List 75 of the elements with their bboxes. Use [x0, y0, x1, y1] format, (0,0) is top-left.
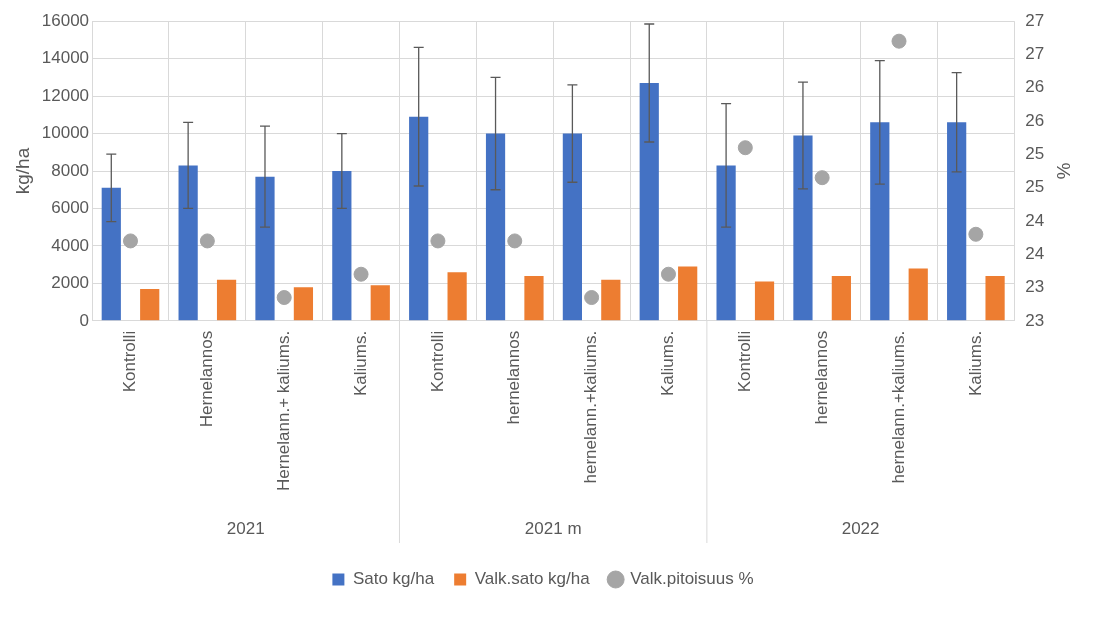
y2-tick-label: 24	[1025, 243, 1045, 263]
point	[276, 290, 292, 306]
bar	[140, 289, 160, 321]
y2-tick-label: 25	[1025, 177, 1045, 197]
bar	[831, 275, 851, 321]
bar	[601, 279, 621, 321]
y-axis-title: kg/ha	[11, 147, 33, 195]
text: 2021	[226, 518, 265, 538]
point	[199, 233, 215, 249]
y2-tick-label: 25	[1025, 144, 1045, 164]
y2-axis-title: %	[1053, 162, 1075, 180]
point	[737, 140, 753, 156]
bar	[524, 275, 544, 321]
y-tick-label: 10000	[41, 123, 90, 143]
bar	[678, 266, 698, 321]
bar	[754, 281, 775, 321]
legend-label: Sato kg/ha	[352, 569, 435, 589]
x-tick-label: Kontrolli	[427, 330, 447, 393]
y2-tick-label: 27	[1025, 10, 1045, 30]
bar	[947, 122, 967, 321]
bar	[793, 135, 813, 321]
bar	[370, 285, 390, 321]
bar	[447, 272, 467, 321]
text: 2022	[841, 518, 880, 538]
y2-tick-label: 24	[1025, 210, 1045, 230]
x-tick-label: Hernelann.+ kaliums.	[273, 330, 293, 492]
point	[584, 290, 600, 306]
y-tick-label: 4000	[51, 235, 90, 255]
y2-tick-label: 27	[1025, 44, 1045, 64]
x-tick-label: Kontrolli	[120, 330, 140, 393]
x-tick-label: Kaliums.	[350, 330, 370, 397]
point	[660, 266, 676, 282]
y2-tick-label: 26	[1025, 77, 1045, 97]
y-tick-label: 16000	[41, 10, 90, 30]
bar	[178, 165, 198, 321]
y-tick-label: 8000	[51, 160, 90, 180]
text: 2021 m	[524, 518, 582, 538]
bar	[870, 122, 890, 321]
y2-tick-label: 26	[1025, 110, 1045, 130]
x-tick-label: Kontrolli	[735, 330, 754, 393]
bar	[332, 171, 352, 321]
point	[891, 33, 907, 49]
point	[507, 233, 523, 249]
y-tick-label: 12000	[41, 85, 90, 105]
legend-label: Valk.sato kg/ha	[474, 569, 591, 589]
point	[430, 233, 446, 249]
y2-tick-label: 23	[1025, 277, 1045, 297]
point	[353, 266, 369, 282]
x-tick-label: hernelann.+kaliums.	[581, 330, 601, 484]
x-tick-label: hernelannos	[504, 330, 524, 425]
bar	[216, 279, 237, 321]
x-tick-label: hernelann.+kaliums.	[888, 330, 908, 484]
bar	[985, 275, 1005, 321]
bar	[716, 165, 736, 321]
y2-tick-label: 23	[1025, 310, 1045, 330]
bar	[409, 116, 429, 321]
bar	[908, 268, 928, 321]
x-tick-label: Hernelannos	[197, 330, 217, 428]
bar	[293, 287, 314, 321]
y-tick-label: 6000	[51, 198, 90, 218]
x-tick-label: Kaliums.	[658, 330, 678, 397]
point	[968, 226, 984, 242]
point	[814, 170, 830, 186]
point	[123, 233, 138, 249]
bar	[562, 133, 582, 321]
x-tick-label: hernelannos	[811, 330, 831, 425]
x-tick-label: Kaliums.	[965, 330, 985, 397]
y-tick-label: 0	[79, 310, 90, 330]
bar	[255, 176, 275, 321]
bar	[485, 133, 506, 321]
bar	[101, 187, 121, 321]
legend-label: Valk.pitoisuus %	[630, 569, 754, 589]
bar	[639, 83, 659, 321]
y-tick-label: 2000	[51, 273, 90, 293]
y-tick-label: 14000	[41, 48, 90, 68]
